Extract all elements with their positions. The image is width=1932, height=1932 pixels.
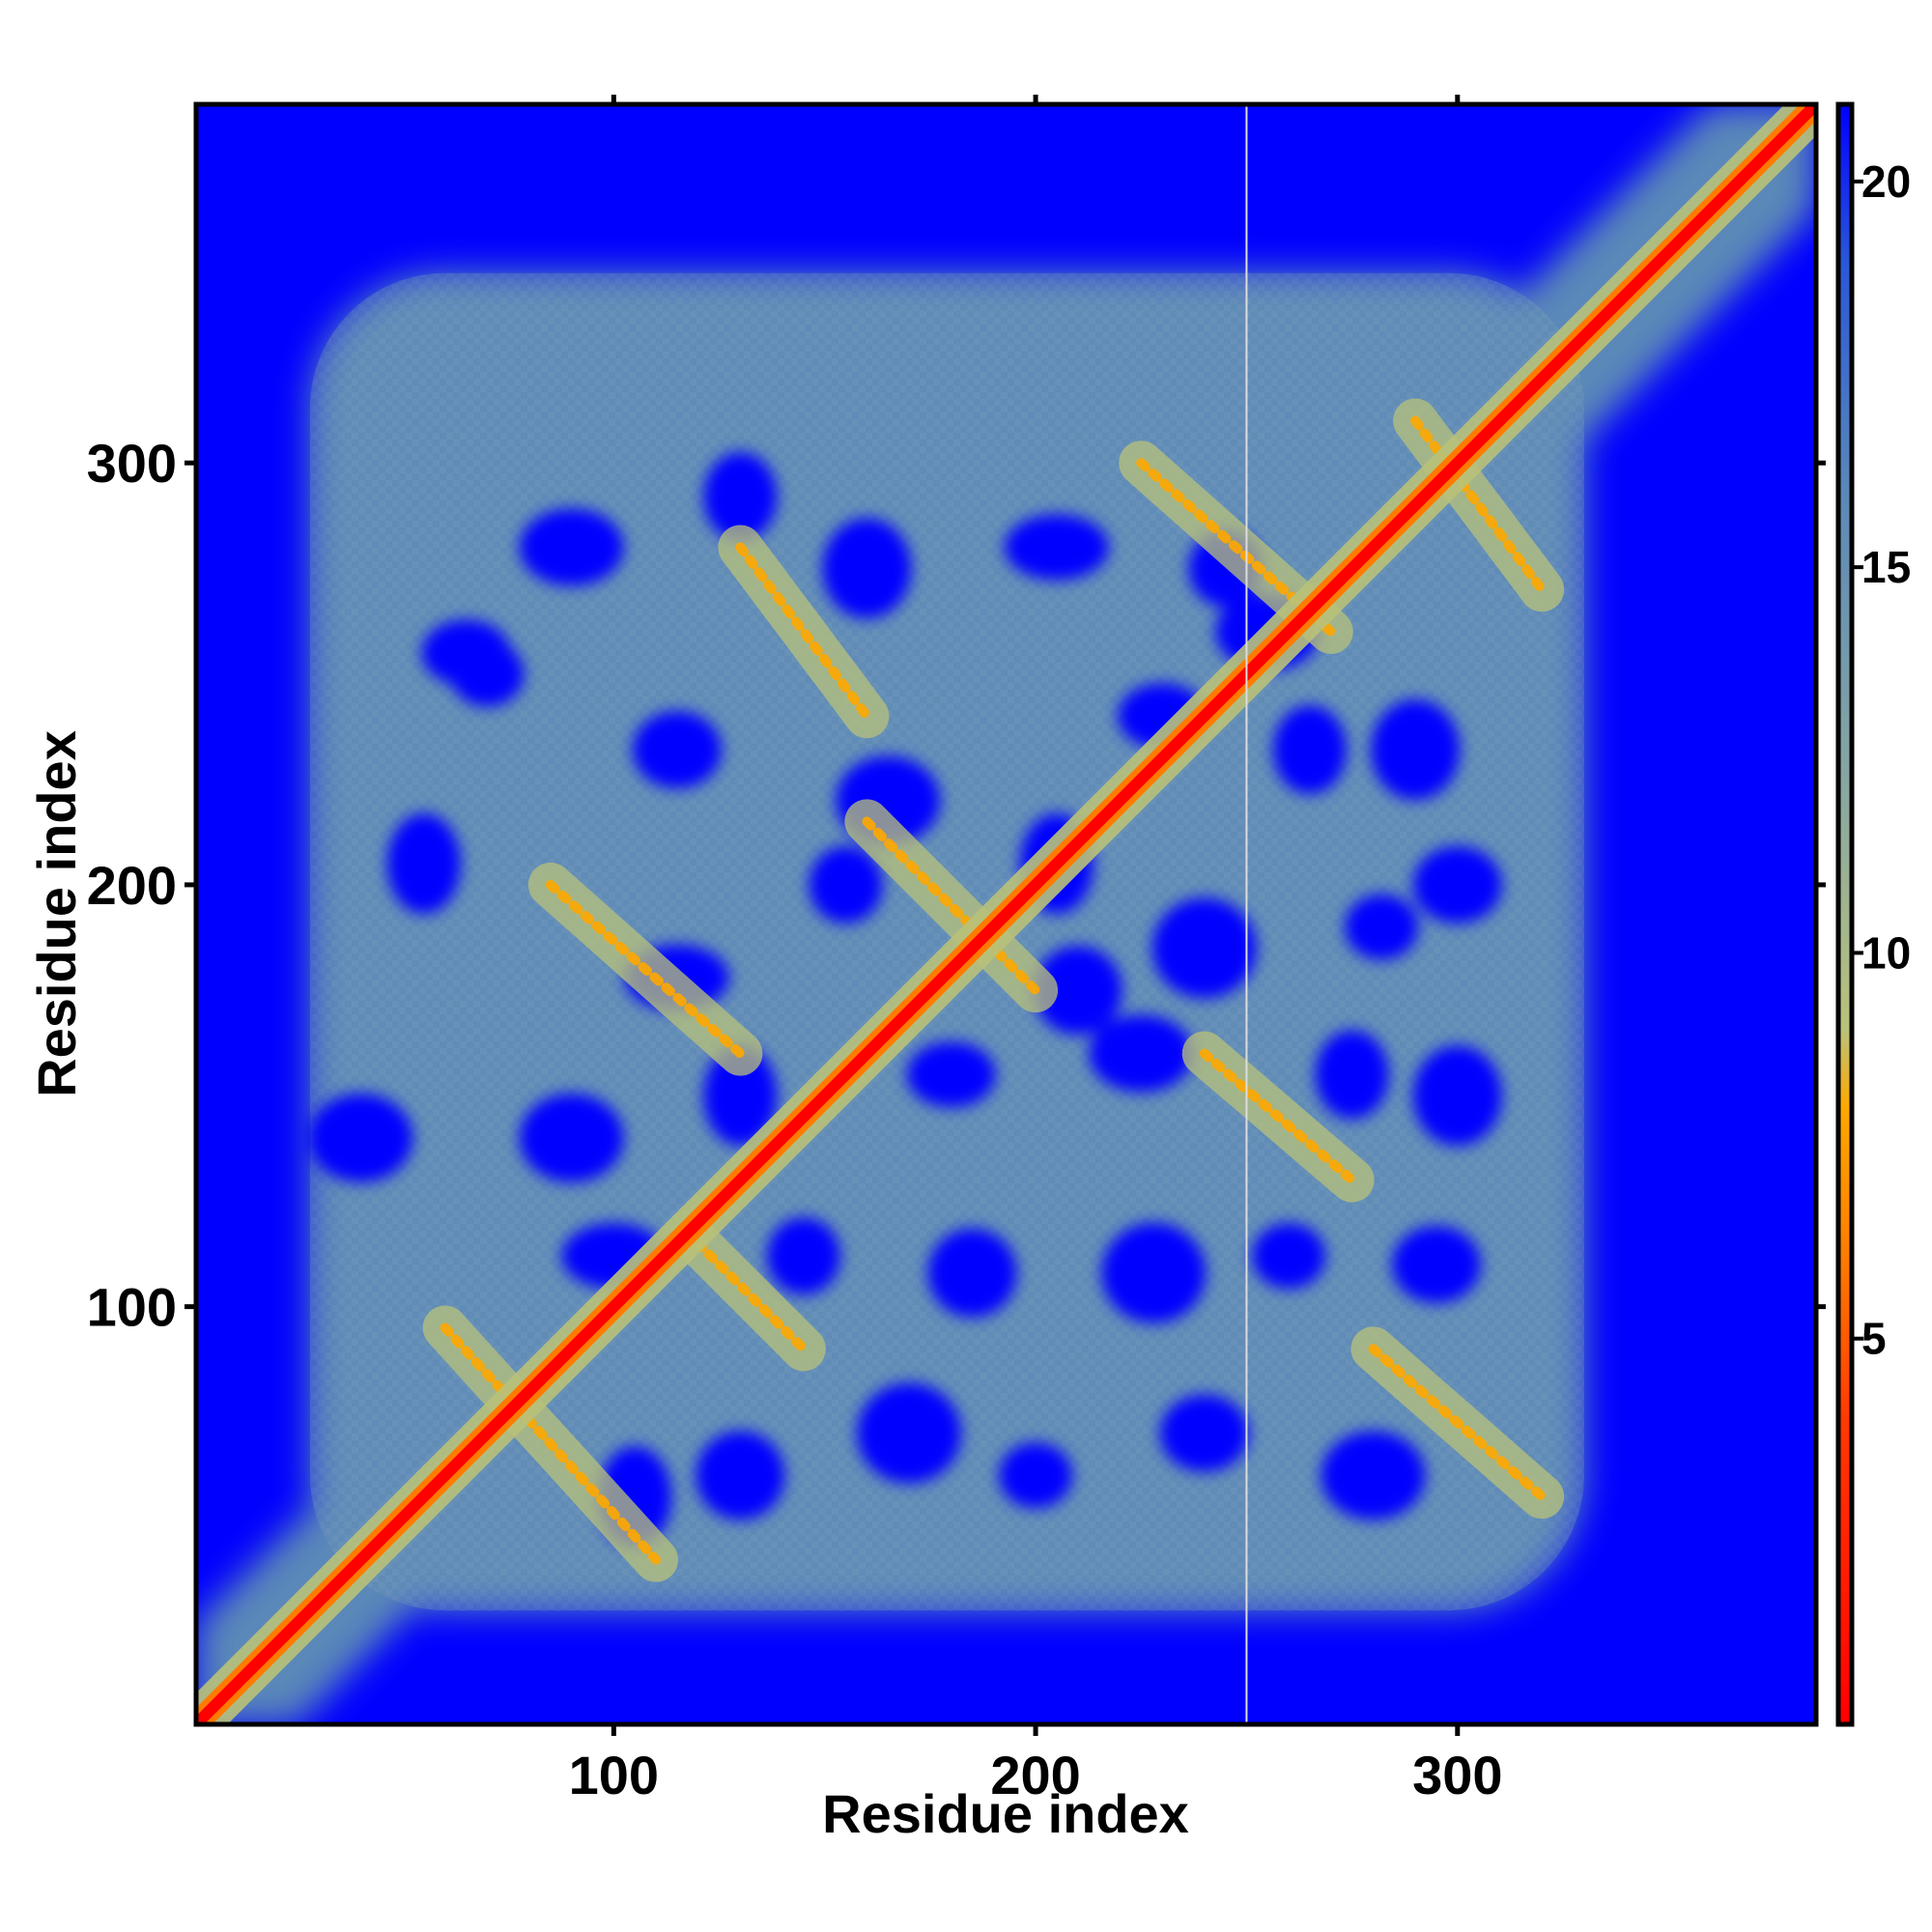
far-distance-pocket bbox=[1033, 946, 1122, 1036]
far-distance-pocket bbox=[1345, 894, 1419, 960]
x-axis-title: Residue index bbox=[822, 1783, 1189, 1844]
colorbar-gradient bbox=[1835, 101, 1855, 1727]
far-distance-pocket bbox=[857, 1382, 962, 1484]
plot-frame bbox=[193, 101, 1819, 1727]
contact-bands bbox=[422, 398, 1565, 1582]
contact-band bbox=[1350, 1326, 1565, 1520]
heatmap-plot-area bbox=[196, 104, 1816, 1724]
far-distance-pocket bbox=[1089, 1014, 1194, 1093]
far-distance-pocket bbox=[1159, 1394, 1249, 1472]
colorbar-ticks: 5 10 15 20 bbox=[1852, 156, 1911, 1364]
far-distance-pocket bbox=[1272, 705, 1347, 795]
far-distance-pocket bbox=[308, 1093, 413, 1182]
far-distance-pocket bbox=[703, 452, 778, 542]
contact-band bbox=[1181, 1031, 1375, 1203]
contact-band bbox=[675, 1221, 826, 1372]
far-distance-pocket bbox=[809, 845, 883, 923]
diagonal-layer bbox=[196, 104, 1816, 1724]
far-distance-pocket bbox=[519, 508, 624, 586]
colorbar-tick-label: 20 bbox=[1861, 156, 1911, 207]
far-distance-pocket bbox=[421, 619, 511, 686]
far-distance-pocket bbox=[519, 1093, 624, 1182]
diagonal-core bbox=[196, 104, 1816, 1724]
far-distance-pocket bbox=[386, 813, 461, 915]
far-distance-pocket bbox=[1151, 897, 1257, 999]
x-axis-ticks: 100 200 300 bbox=[569, 95, 1503, 1805]
far-distance-pocket bbox=[696, 1431, 785, 1520]
x-tick-label: 100 bbox=[569, 1745, 659, 1805]
contact-band bbox=[844, 799, 1059, 1013]
colorbar-tick-label: 5 bbox=[1861, 1314, 1887, 1364]
y-tick-label: 200 bbox=[87, 855, 177, 916]
far-distance-pocket bbox=[632, 711, 722, 789]
far-distance-pocket bbox=[1252, 1223, 1326, 1290]
y-tick-label: 300 bbox=[87, 433, 177, 494]
y-tick-label: 100 bbox=[87, 1277, 177, 1338]
colorbar: 5 10 15 20 bbox=[1835, 101, 1911, 1727]
contact-band bbox=[718, 525, 890, 739]
far-distance-pocket bbox=[703, 1045, 778, 1147]
far-distance-pocket bbox=[1371, 699, 1461, 801]
far-distance-pocket bbox=[1321, 1431, 1426, 1520]
far-distance-pocket bbox=[766, 1217, 840, 1295]
far-distance-pocket bbox=[1101, 1222, 1207, 1323]
far-distance-pocket bbox=[906, 1041, 996, 1108]
y-axis-title: Residue index bbox=[26, 730, 87, 1097]
far-distance-pocket bbox=[927, 1228, 1017, 1318]
far-distance-pocket bbox=[1004, 514, 1109, 581]
far-distance-pocket bbox=[1412, 1045, 1502, 1147]
far-distance-pocket bbox=[999, 1442, 1073, 1509]
colorbar-tick-label: 10 bbox=[1861, 927, 1911, 978]
far-distance-pocket bbox=[1315, 1030, 1389, 1120]
x-tick-label: 300 bbox=[1412, 1745, 1502, 1805]
x-tick-label: 200 bbox=[990, 1745, 1080, 1805]
contact-band bbox=[527, 862, 763, 1076]
contact-band bbox=[1393, 398, 1565, 612]
far-distance-pocket bbox=[1412, 845, 1502, 923]
far-distance-pocket bbox=[1391, 1225, 1481, 1303]
y-axis-ticks: 100 200 300 bbox=[87, 433, 1826, 1338]
contact-band bbox=[422, 1305, 679, 1582]
far-distance-pocket bbox=[822, 518, 912, 619]
colorbar-tick-label: 15 bbox=[1861, 542, 1911, 592]
